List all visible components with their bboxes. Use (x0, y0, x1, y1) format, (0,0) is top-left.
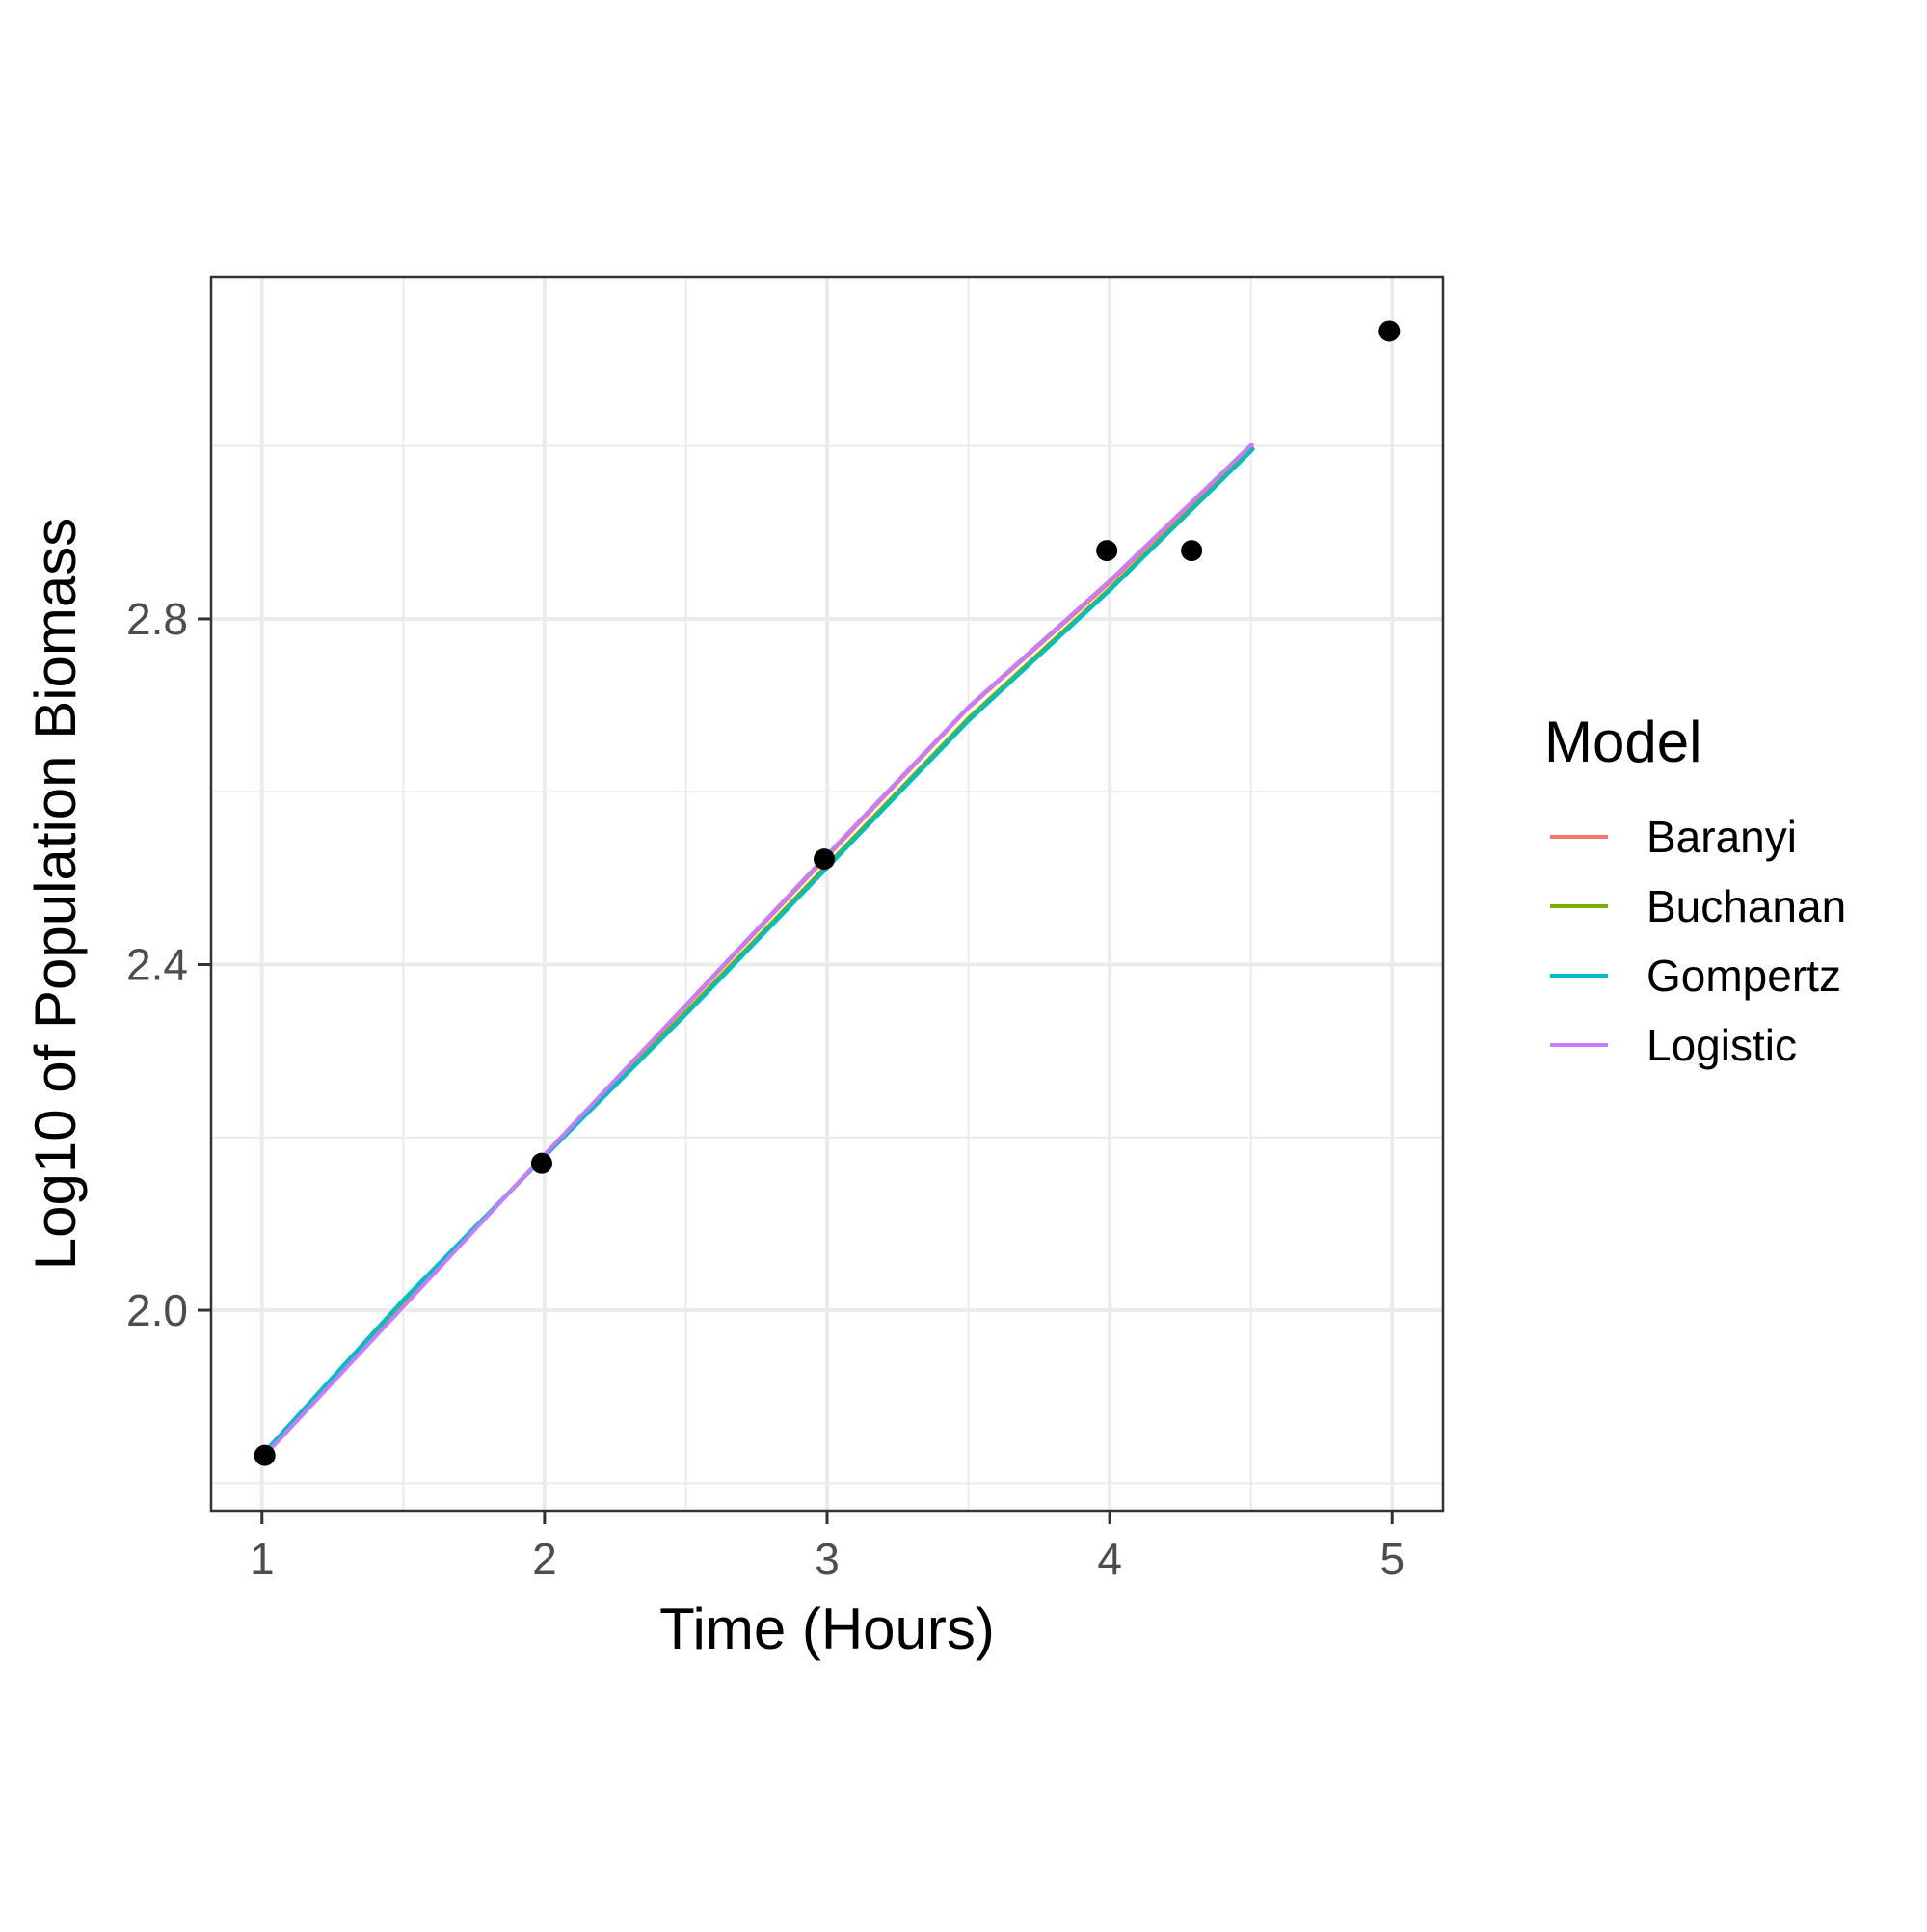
x-tick-label-0: 1 (250, 1534, 275, 1584)
series-line-gompertz (263, 446, 1256, 1454)
data-point-3 (1096, 540, 1118, 562)
series-line-baranyi (263, 443, 1254, 1457)
y-tick-label-0: 2.0 (126, 1285, 188, 1335)
legend-label-buchanan: Buchanan (1646, 881, 1846, 931)
legend-label-baranyi: Baranyi (1646, 812, 1797, 862)
x-tick-label-1: 2 (532, 1534, 557, 1584)
data-point-2 (814, 848, 836, 871)
points-layer (254, 320, 1401, 1466)
series-line-buchanan (263, 446, 1255, 1455)
y-tick-label-2: 2.8 (126, 594, 188, 644)
data-point-0 (254, 1444, 276, 1466)
y-tick-label-1: 2.4 (126, 940, 188, 990)
series-layer (263, 443, 1256, 1457)
grid-layer (211, 277, 1443, 1511)
legend-label-logistic: Logistic (1646, 1020, 1797, 1070)
data-point-5 (1378, 320, 1401, 342)
axes-layer: 1 2 3 4 5 2.0 2.4 2.8 (126, 594, 1405, 1584)
data-point-1 (530, 1152, 552, 1174)
x-tick-label-2: 3 (815, 1534, 840, 1584)
x-tick-label-4: 5 (1379, 1534, 1405, 1584)
x-tick-label-3: 4 (1097, 1534, 1122, 1584)
legend-title: Model (1544, 710, 1701, 774)
legend: Model Baranyi Buchanan Gompertz Logistic (1544, 710, 1846, 1070)
x-axis-title: Time (Hours) (659, 1597, 995, 1661)
legend-items: Baranyi Buchanan Gompertz Logistic (1550, 812, 1846, 1070)
legend-label-gompertz: Gompertz (1646, 951, 1841, 1001)
data-point-4 (1181, 540, 1203, 562)
y-axis-title: Log10 of Population Biomass (23, 518, 88, 1271)
